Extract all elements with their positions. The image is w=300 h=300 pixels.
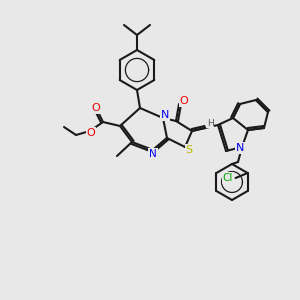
Text: H: H [207,118,213,127]
Text: N: N [149,149,157,159]
Text: O: O [87,128,95,138]
Text: O: O [180,96,188,106]
Text: O: O [92,103,100,113]
Text: Cl: Cl [222,173,233,183]
Text: N: N [236,143,244,153]
Text: S: S [185,145,193,155]
Text: N: N [161,110,169,120]
